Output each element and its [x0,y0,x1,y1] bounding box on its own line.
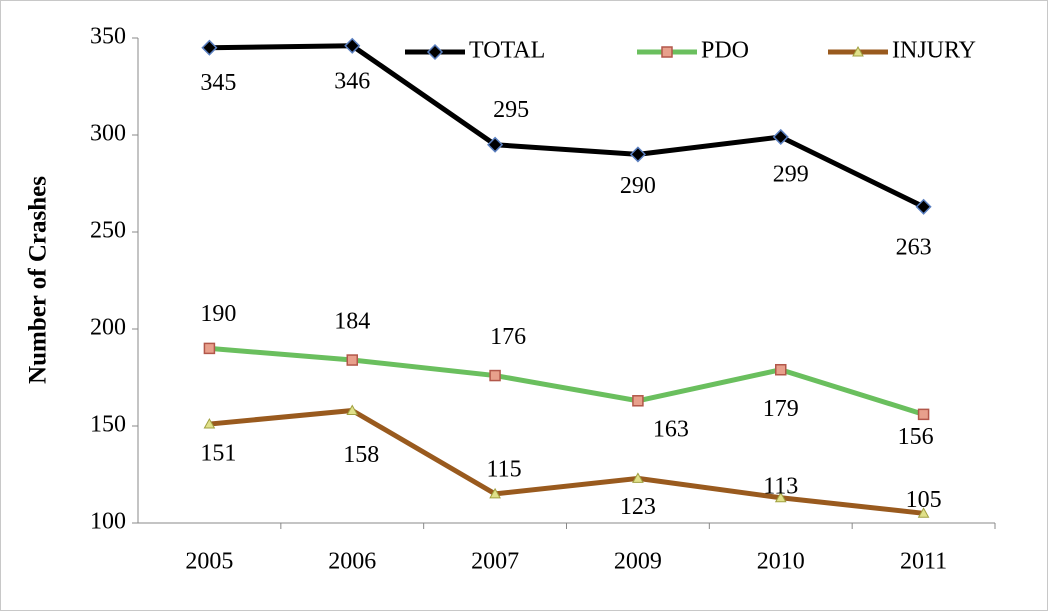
point-marker [201,39,218,56]
point-marker [344,37,361,54]
point-marker [489,369,501,382]
data-label: 163 [653,416,689,442]
data-label: 190 [200,301,236,327]
point-marker [203,418,216,429]
data-label: 263 [896,234,932,260]
legend-label: PDO [701,38,749,64]
data-label: 176 [490,324,526,350]
legend-label: INJURY [892,38,976,64]
data-label: 299 [773,161,809,187]
y-axis-title: Number of Crashes [25,176,52,384]
point-marker [917,408,930,421]
x-tick-label: 2010 [757,549,805,575]
data-label: 158 [343,442,379,468]
point-marker [487,136,504,153]
point-marker [629,146,646,163]
point-marker [852,45,864,57]
y-tick-label: 250 [90,218,126,244]
series-line [209,345,925,417]
legend-label: TOTAL [469,38,545,64]
x-tick-label: 2006 [328,549,376,575]
point-marker [346,404,359,415]
point-marker [203,342,216,355]
point-marker [772,128,789,146]
y-tick-label: 350 [90,24,126,50]
y-tick-label: 100 [90,509,126,535]
series-line [209,43,925,210]
data-label: 295 [493,97,529,123]
data-label: 105 [906,487,942,513]
x-tick-label: 2005 [185,549,233,575]
x-tick-label: 2009 [614,549,662,575]
x-tick-label: 2007 [471,549,519,575]
point-marker [774,491,787,503]
data-label: 345 [200,70,236,96]
y-tick-label: 150 [90,412,126,438]
data-label: 123 [620,494,656,520]
point-marker [632,472,644,483]
point-marker [346,354,358,366]
point-marker [775,363,787,376]
point-marker [426,43,444,61]
point-marker [661,46,673,58]
series-line [209,407,924,516]
point-marker [917,507,930,518]
x-tick-label: 2011 [900,549,947,575]
data-label: 184 [334,309,370,335]
data-label: 115 [487,456,522,482]
data-label: 151 [200,441,236,467]
data-label: 113 [763,473,798,499]
y-tick-label: 300 [90,121,126,147]
data-label: 346 [334,68,370,94]
point-marker [632,395,644,407]
data-label: 156 [898,424,934,450]
y-tick-label: 200 [90,315,126,341]
data-label: 290 [620,173,656,199]
point-marker [489,487,501,499]
point-marker [915,198,932,215]
data-label: 179 [763,396,799,422]
